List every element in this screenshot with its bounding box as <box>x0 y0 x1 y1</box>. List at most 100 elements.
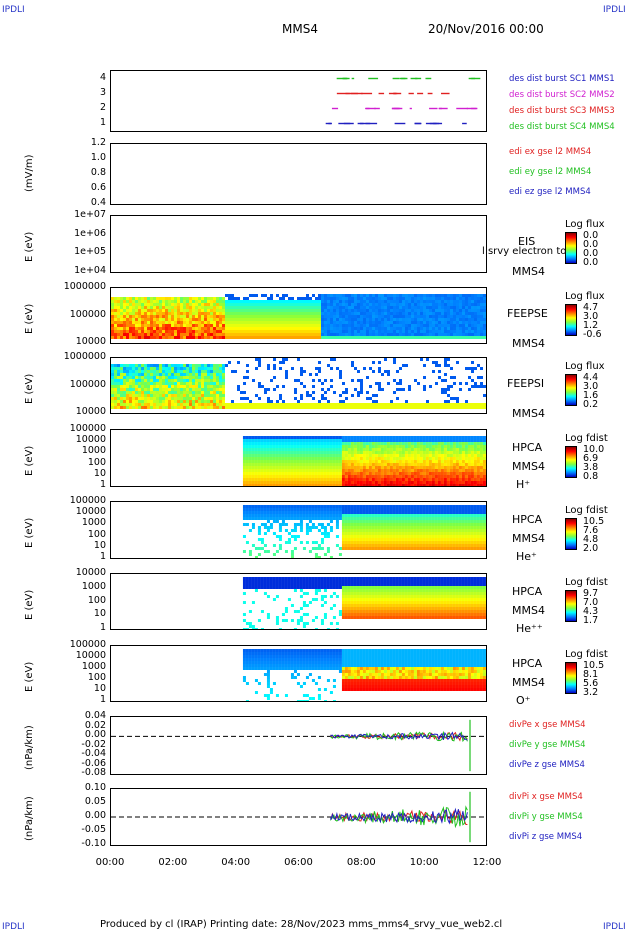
y-tick-label: 10000 <box>75 406 106 417</box>
y-tick-label: 10 <box>93 539 106 551</box>
plot-area-hpca_o <box>242 649 486 701</box>
y-tick-label: 0.8 <box>90 167 106 178</box>
spacecraft-title: MMS4 <box>282 22 318 36</box>
y-tick-label: 0.05 <box>84 796 106 807</box>
burst-mark <box>414 122 422 125</box>
y-axis-label: E (eV) <box>24 661 35 692</box>
colorbar-value: 5.6 <box>583 678 599 689</box>
y-axis-label: (nPa/km) <box>24 724 35 770</box>
colorbar-value: 10.5 <box>583 516 605 527</box>
colorbar-value: 3.0 <box>583 311 599 322</box>
burst-mark <box>366 107 376 110</box>
colorbar-title: Log fdist <box>565 505 608 516</box>
burst-mark <box>348 92 358 95</box>
burst-mark <box>441 92 450 95</box>
burst-mark <box>439 107 448 110</box>
colorbar-title: Log flux <box>565 291 605 302</box>
corner-label-tr: IPDLI <box>603 5 626 15</box>
burst-mark <box>394 122 406 125</box>
y-tick-label: -0.06 <box>81 757 106 769</box>
y-axis-label: E (eV) <box>24 589 35 620</box>
colorbar-value: 0.0 <box>583 257 599 268</box>
colorbar-value: 3.8 <box>583 462 599 473</box>
colorbar-value: 6.9 <box>583 453 599 464</box>
y-tick-label: 2 <box>99 101 106 113</box>
y-tick-label: 1e+04 <box>74 265 106 276</box>
y-tick-label: 1000000 <box>63 281 106 292</box>
colorbar-value: 0.0 <box>583 239 599 250</box>
x-tick-label: 00:00 <box>95 857 125 868</box>
y-tick-label: 1000 <box>81 580 106 592</box>
plot-area-divpe <box>111 719 486 772</box>
y-tick-label: 1000 <box>81 661 106 672</box>
plot-area-hpca_he <box>242 505 486 558</box>
y-tick-label: 1000 <box>81 517 106 529</box>
burst-mark <box>427 77 432 80</box>
series-line-2 <box>330 807 468 825</box>
colorbar-value: 0.0 <box>583 248 599 259</box>
colorbar-value: 4.7 <box>583 302 599 313</box>
y-tick-label: -0.02 <box>81 738 106 750</box>
y-tick-label: 1.2 <box>90 137 106 148</box>
series-line-1 <box>330 805 468 829</box>
burst-mark <box>429 107 438 110</box>
y-tick-label: 0.4 <box>90 197 106 208</box>
burst-mark <box>427 92 433 95</box>
burst-mark <box>361 92 373 95</box>
burst-mark <box>425 122 437 125</box>
y-tick-label: -0.08 <box>81 767 106 778</box>
colorbar <box>565 590 577 622</box>
burst-mark <box>336 92 349 95</box>
y-tick-label: 100000 <box>69 495 106 506</box>
y-tick-label: 100 <box>87 456 106 468</box>
colorbar-value: 4.3 <box>583 606 599 617</box>
panel-burst <box>110 70 487 132</box>
colorbar <box>565 304 577 336</box>
y-axis-label: E (eV) <box>24 303 35 334</box>
date-title: 20/Nov/2016 00:00 <box>428 22 544 36</box>
y-tick-label: 1e+07 <box>74 209 106 220</box>
y-axis-label: E (eV) <box>24 517 35 548</box>
legend-entry: des dist burst SC1 MMS1 <box>509 74 615 84</box>
burst-mark <box>343 122 354 125</box>
colorbar-value: 3.0 <box>583 381 599 392</box>
overlay-label: l srvy electron to <box>482 246 567 257</box>
y-tick-label: 0.00 <box>84 810 106 821</box>
legend-entry: edi ez gse l2 MMS4 <box>509 187 591 197</box>
spacecraft-label: MMS4 <box>512 676 545 689</box>
burst-mark <box>343 77 350 80</box>
species-label: He⁺⁺ <box>516 622 543 635</box>
corner-label-bl: IPDLI <box>2 922 25 932</box>
colorbar-title: Log flux <box>565 361 605 372</box>
legend-entry: des dist burst SC2 MMS2 <box>509 90 615 100</box>
plot-area-edi <box>111 144 486 204</box>
y-tick-label: 1 <box>99 622 106 633</box>
burst-mark <box>456 107 468 110</box>
colorbar-title: Log flux <box>565 219 605 230</box>
colorbar-value: 0.0 <box>583 230 599 241</box>
y-tick-label: 1 <box>99 694 106 705</box>
colorbar <box>565 446 577 478</box>
y-tick-label: -0.04 <box>81 748 106 759</box>
y-tick-label: 1e+05 <box>74 246 106 258</box>
instrument-label: FEEPSE <box>507 307 548 320</box>
corner-label-tl: IPDLI <box>2 5 25 15</box>
colorbar <box>565 374 577 406</box>
colorbar-value: 10.0 <box>583 444 605 455</box>
x-tick-label: 12:00 <box>472 857 502 868</box>
colorbar-title: Log fdist <box>565 577 608 588</box>
instrument-label: EIS <box>518 235 536 248</box>
burst-mark <box>415 77 422 80</box>
burst-mark <box>396 92 402 95</box>
colorbar <box>565 518 577 550</box>
burst-mark <box>328 122 332 125</box>
y-tick-label: 10000 <box>75 506 106 518</box>
y-tick-label: 4 <box>99 71 106 83</box>
legend-entry: divPe z gse MMS4 <box>509 760 585 770</box>
y-tick-label: 1000000 <box>63 351 106 362</box>
plot-area-divpi <box>111 791 486 843</box>
colorbar-title: Log fdist <box>565 649 608 660</box>
y-tick-label: 10 <box>93 608 106 620</box>
y-tick-label: 100 <box>87 528 106 540</box>
x-tick-label: 08:00 <box>346 857 376 868</box>
